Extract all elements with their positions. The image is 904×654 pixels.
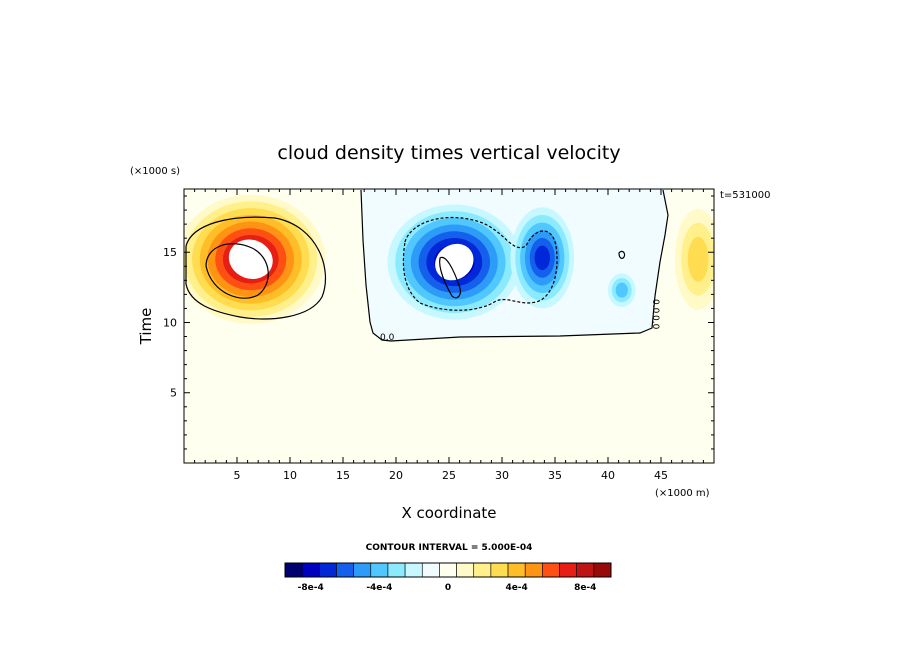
contour-field bbox=[184, 189, 714, 341]
x-unit-note: (×1000 m) bbox=[655, 488, 710, 499]
positive-core-contour bbox=[205, 243, 269, 299]
colorbar-tick-label: -8e-4 bbox=[298, 583, 324, 593]
x-tick-label: 45 bbox=[654, 469, 668, 482]
colorbar-swatch bbox=[576, 562, 595, 578]
colorbar-swatch bbox=[473, 562, 492, 578]
colorbar-swatch bbox=[319, 562, 337, 578]
chart-title: cloud density times vertical velocity bbox=[277, 142, 620, 164]
contour-label: 0.0 bbox=[380, 333, 395, 343]
contour-label: 0.0 bbox=[650, 315, 660, 330]
x-tick-label: 25 bbox=[442, 469, 456, 482]
contour-interval-text: CONTOUR INTERVAL = 5.000E-04 bbox=[366, 543, 533, 553]
contour-level-fill bbox=[534, 245, 550, 271]
time-stamp: t=531000 bbox=[720, 190, 770, 201]
colorbar-tick-label: 8e-4 bbox=[574, 583, 596, 593]
y-tick-label: 5 bbox=[170, 387, 177, 400]
colorbar: -8e-4 -4e-4 0 4e-4 8e-4 bbox=[284, 562, 612, 593]
colorbar-swatch bbox=[559, 562, 577, 578]
colorbar-swatch bbox=[404, 562, 423, 578]
out-of-range-core bbox=[435, 243, 474, 281]
colorbar-swatch bbox=[507, 562, 526, 578]
colorbar-swatch bbox=[490, 562, 509, 578]
x-tick-label: 30 bbox=[495, 469, 509, 482]
x-tick-label: 40 bbox=[601, 469, 615, 482]
colorbar-swatch bbox=[387, 562, 406, 578]
colorbar-swatch bbox=[284, 562, 303, 578]
negative-core-contour bbox=[439, 256, 461, 299]
contour-lines bbox=[185, 189, 669, 342]
y-axis-ticks: 5 10 15 bbox=[163, 195, 714, 450]
colorbar-tick-label: 4e-4 bbox=[505, 583, 527, 593]
colorbar-tick-label: -4e-4 bbox=[366, 583, 392, 593]
colorbar-swatch bbox=[421, 562, 440, 578]
y-tick-label: 10 bbox=[163, 316, 177, 329]
colorbar-swatch bbox=[439, 562, 457, 578]
colorbar-swatch bbox=[456, 562, 475, 578]
colorbar-tick-label: 0 bbox=[445, 583, 451, 593]
colorbar-swatch bbox=[524, 562, 543, 578]
negative-contour-line bbox=[402, 216, 558, 311]
positive-contour-line bbox=[185, 216, 327, 320]
colorbar-swatch bbox=[353, 562, 372, 578]
contour-level-fill bbox=[687, 236, 709, 282]
x-tick-label: 20 bbox=[389, 469, 403, 482]
y-axis-label: Time bbox=[137, 308, 155, 346]
x-tick-label: 10 bbox=[283, 469, 297, 482]
colorbar-swatch bbox=[593, 562, 612, 578]
x-tick-label: 15 bbox=[336, 469, 350, 482]
x-axis-label: X coordinate bbox=[401, 504, 496, 522]
out-of-range-core bbox=[228, 239, 273, 280]
x-tick-label: 5 bbox=[234, 469, 241, 482]
colorbar-swatch bbox=[301, 562, 320, 578]
colorbar-swatch bbox=[542, 562, 560, 578]
contour-level-fill bbox=[615, 282, 628, 298]
y-tick-label: 15 bbox=[163, 246, 177, 259]
contour-label: 0.0 bbox=[650, 299, 660, 314]
x-tick-label: 35 bbox=[548, 469, 562, 482]
colorbar-frame bbox=[284, 562, 612, 578]
contour-labels: 0.00.00.0 bbox=[380, 299, 660, 343]
colorbar-swatch bbox=[370, 562, 389, 578]
small-contour-ring bbox=[618, 250, 626, 259]
y-unit-note: (×1000 s) bbox=[130, 166, 180, 177]
x-axis-ticks: 5 10 15 20 25 30 35 40 45 bbox=[194, 189, 704, 482]
zero-contour-line bbox=[360, 189, 669, 342]
colorbar-swatch bbox=[336, 562, 354, 578]
